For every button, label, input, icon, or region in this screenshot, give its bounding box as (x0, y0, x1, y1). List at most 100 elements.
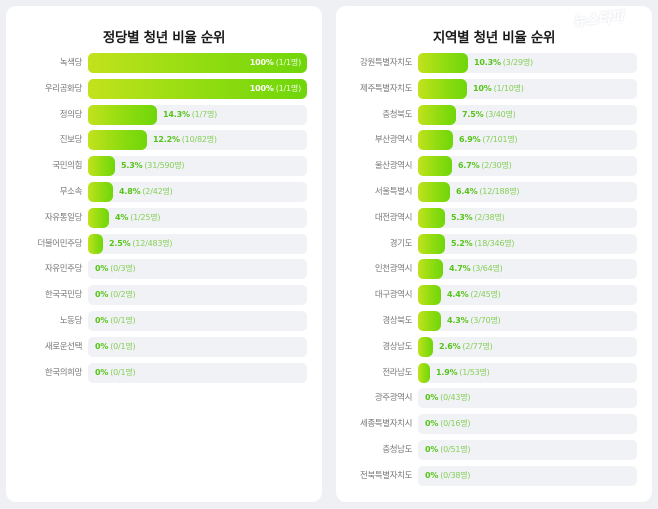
bar-track: 10.3% (3/29명) (418, 53, 637, 73)
bar-track: 0% (0/1명) (88, 310, 307, 331)
bar-percent: 4.4% (447, 290, 469, 300)
party-bar-row: 정의당 14.3% (1/7명) (6, 104, 322, 125)
bar-count: (7/101명) (482, 135, 518, 145)
bar-count: (1/7명) (191, 109, 218, 119)
bar-count: (3/64명) (472, 264, 503, 274)
bar-track: 0% (0/38명) (418, 465, 637, 486)
bar-track: 0% (0/1명) (88, 336, 307, 357)
bar-value-label: 100% (1/1명) (250, 79, 301, 99)
bar-fill (418, 104, 456, 125)
bar-category-label: 진보당 (59, 135, 83, 146)
bar-category-label: 서울특별시 (374, 186, 413, 197)
bar-track: 5.2% (18/346명) (418, 233, 637, 254)
region-bar-row: 경기도 5.2% (18/346명) (336, 233, 652, 254)
bar-category-label: 한국의희망 (44, 367, 83, 378)
bar-fill (418, 181, 450, 202)
bar-percent: 14.3% (163, 109, 190, 119)
bar-value-label: 2.5% (12/483명) (109, 234, 173, 254)
bar-category-label: 국민의힘 (52, 161, 82, 172)
bar-category-label: 전북특별자치도 (360, 470, 412, 481)
bar-fill (418, 130, 453, 151)
bar-category-label: 제주특별자치도 (360, 83, 412, 94)
bar-count: (0/1명) (110, 367, 136, 377)
bar-percent: 10.3% (474, 58, 501, 67)
bar-track: 4.4% (2/45명) (418, 285, 637, 306)
bar-percent: 5.2% (451, 238, 473, 248)
bar-category-label: 자유통일당 (44, 212, 83, 223)
bar-track: 0% (0/43명) (418, 388, 637, 409)
bar-percent: 6.4% (456, 186, 478, 196)
bar-category-label: 울산광역시 (374, 161, 413, 172)
bar-count: (12/188명) (479, 186, 520, 196)
bar-value-label: 100% (1/1명) (250, 53, 301, 73)
party-bar-row: 한국의희망 0% (0/1명) (6, 362, 322, 383)
party-bar-row: 녹색당 100% (1/1명) (6, 53, 322, 73)
bar-percent: 0% (95, 290, 109, 300)
bar-value-label: 0% (0/2명) (95, 285, 136, 305)
bar-value-label: 4.4% (2/45명) (447, 285, 501, 305)
bar-fill (418, 53, 468, 73)
bar-category-label: 자유민주당 (44, 264, 83, 275)
bar-fill (88, 53, 307, 73)
bar-count: (31/590명) (144, 161, 185, 171)
bar-value-label: 12.2% (10/82명) (153, 130, 217, 150)
bar-value-label: 7.5% (3/40명) (462, 105, 516, 125)
bar-count: (1/25명) (130, 212, 161, 222)
bar-fill (88, 181, 113, 202)
bar-value-label: 0% (0/1명) (95, 337, 136, 357)
bar-category-label: 광주광역시 (374, 393, 413, 404)
party-bar-row: 노동당 0% (0/1명) (6, 310, 322, 331)
bar-count: (0/1명) (110, 315, 136, 325)
bar-category-label: 경상북도 (382, 315, 412, 326)
bar-count: (0/38명) (440, 470, 471, 480)
bar-fill (418, 285, 441, 306)
bar-category-label: 한국국민당 (44, 290, 83, 301)
bar-track: 12.2% (10/82명) (88, 130, 307, 151)
bar-count: (0/43명) (440, 393, 471, 403)
bar-track: 2.5% (12/483명) (88, 233, 307, 254)
bar-percent: 100% (249, 83, 274, 93)
bar-percent: 2.6% (439, 341, 461, 351)
bar-track: 0% (0/1명) (88, 362, 307, 383)
bar-count: (18/346명) (474, 238, 515, 248)
region-bar-row: 강원특별자치도 10.3% (3/29명) (336, 53, 652, 73)
bar-track: 4% (1/25명) (88, 207, 307, 228)
region-bar-row: 제주특별자치도 10% (1/10명) (336, 78, 652, 99)
party-bar-row: 무소속 4.8% (2/42명) (6, 181, 322, 202)
party-chart-card: 정당별 청년 비율 순위 녹색당 100% (1/1명) 우리공화당 100% (1/1명… (6, 6, 322, 502)
bar-category-label: 경상남도 (382, 341, 412, 352)
bar-percent: 2.5% (109, 238, 131, 248)
bar-value-label: 4.3% (3/70명) (447, 311, 501, 331)
bar-category-label: 충청북도 (382, 109, 412, 120)
bar-category-label: 세종특별자치시 (360, 419, 412, 430)
bar-value-label: 2.6% (2/77명) (439, 337, 493, 357)
bar-value-label: 4% (1/25명) (115, 208, 161, 228)
bar-track: 4.3% (3/70명) (418, 310, 637, 331)
region-bar-row: 광주광역시 0% (0/43명) (336, 388, 652, 409)
bar-fill (88, 207, 109, 228)
bar-value-label: 0% (0/43명) (425, 388, 471, 408)
bar-value-label: 4.7% (3/64명) (449, 259, 503, 279)
bar-value-label: 4.8% (2/42명) (119, 182, 173, 202)
bar-percent: 5.3% (451, 212, 473, 222)
bar-count: (2/45명) (470, 290, 501, 300)
party-bar-row: 우리공화당 100% (1/1명) (6, 78, 322, 99)
bar-value-label: 6.9% (7/101명) (459, 130, 518, 150)
bar-percent: 7.5% (462, 109, 484, 119)
bar-percent: 6.9% (459, 135, 481, 145)
bar-fill (88, 130, 147, 151)
bar-track: 0% (0/51명) (418, 439, 637, 460)
bar-category-label: 녹색당 (59, 58, 83, 68)
region-bar-row: 서울특별시 6.4% (12/188명) (336, 181, 652, 202)
bar-percent: 4% (115, 212, 129, 222)
party-bar-row: 진보당 12.2% (10/82명) (6, 130, 322, 151)
bar-fill (418, 207, 445, 228)
region-bar-row: 전북특별자치도 0% (0/38명) (336, 465, 652, 486)
bar-category-label: 전라남도 (382, 367, 412, 378)
bar-value-label: 0% (0/16명) (425, 414, 471, 434)
bar-percent: 0% (95, 315, 109, 325)
region-chart-card: 지역별 청년 비율 순위 강원특별자치도 10.3% (3/29명) 제주특별자치도 1… (336, 6, 652, 502)
bar-category-label: 충청남도 (382, 444, 412, 455)
bar-track: 0% (0/3명) (88, 259, 307, 280)
region-bar-row: 충청남도 0% (0/51명) (336, 439, 652, 460)
